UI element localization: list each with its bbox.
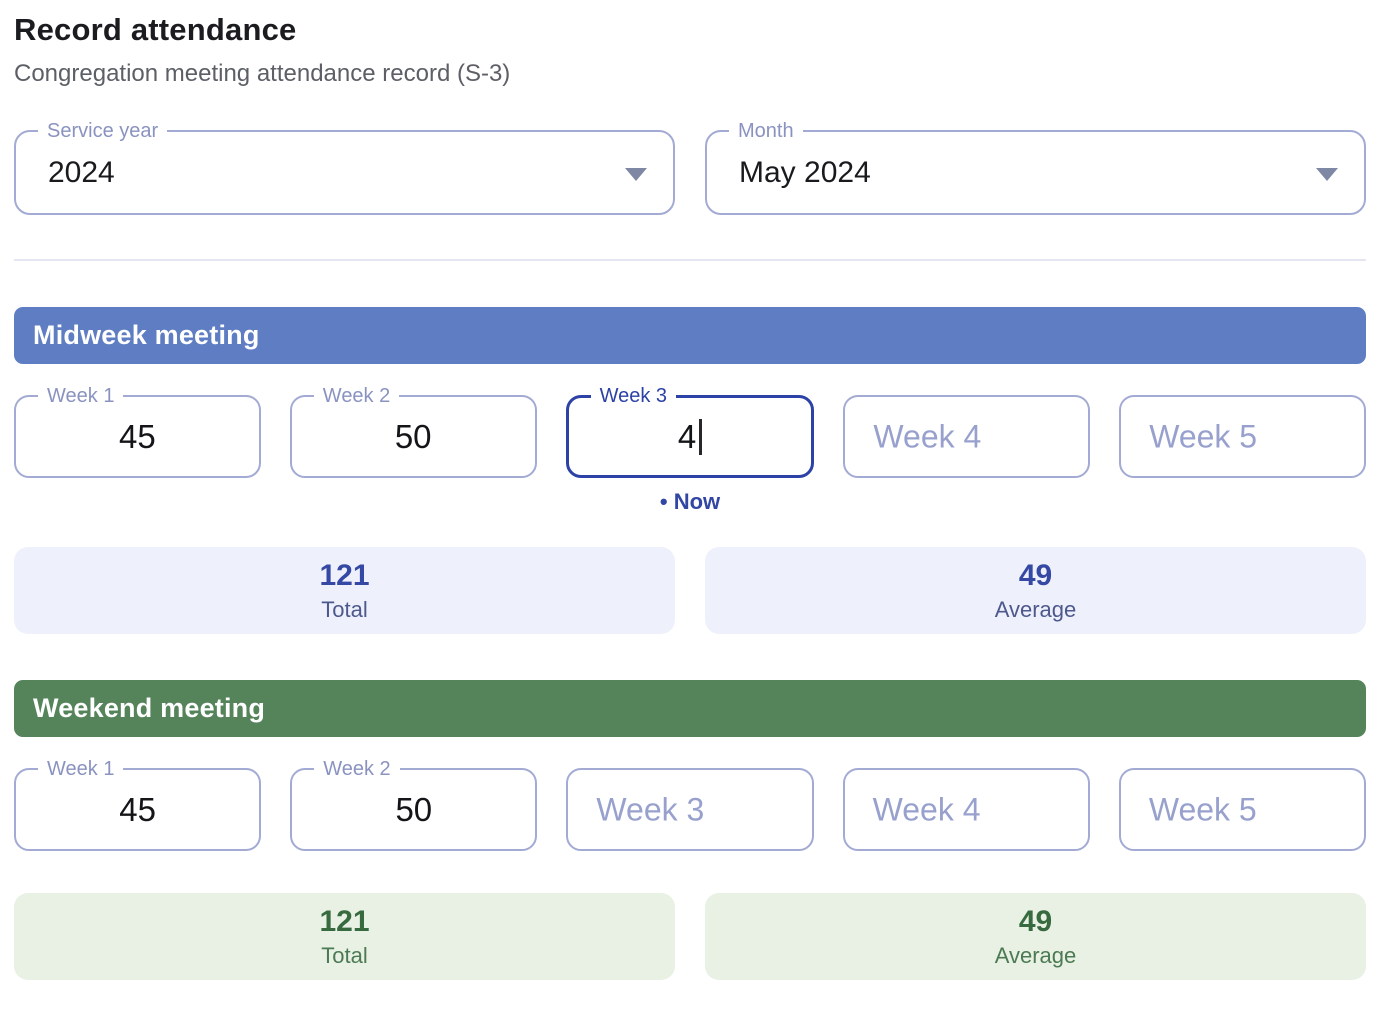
month-select[interactable]: Month May 2024 [705,120,1366,215]
now-hint: • Now [659,489,721,514]
divider [14,259,1366,261]
midweek-section-title: Midweek meeting [33,320,260,350]
midweek-week4-placeholder: Week 4 [873,418,982,454]
midweek-total-box: 121 Total [14,547,675,634]
service-year-value: 2024 [48,155,115,189]
midweek-total-label: Total [321,596,368,622]
weekend-week-row: Week 1 45 Week 2 50 Week 3 Week 4 Week 5 [14,758,1367,851]
weekend-week1-value: 45 [119,790,156,828]
midweek-average-label: Average [994,596,1077,622]
weekend-week2-label: Week 2 [314,758,400,781]
weekend-week2-value: 50 [395,790,433,828]
weekend-week5-placeholder: Week 5 [1148,791,1257,827]
midweek-week3-value: 4 [569,398,812,475]
record-attendance-page: Record attendance Congregation meeting a… [14,12,1367,980]
midweek-week5-input[interactable]: Week 5 [1119,395,1366,478]
midweek-summary-row: 121 Total 49 Average [14,547,1366,634]
weekend-summary-row: 121 Total 49 Average [14,893,1366,980]
weekend-section-title: Weekend meeting [33,693,266,723]
dropdown-arrow-icon [625,167,647,181]
service-year-label: Service year [38,120,168,143]
midweek-week2-input[interactable]: Week 2 50 [289,385,537,478]
midweek-week5-placeholder: Week 5 [1149,418,1258,454]
weekend-week1-label: Week 1 [38,758,124,781]
weekend-total-label: Total [321,942,368,968]
weekend-week2-input[interactable]: Week 2 50 [290,758,538,851]
midweek-average-value: 49 [1018,558,1053,592]
weekend-average-value: 49 [1018,904,1053,938]
weekend-week3-placeholder: Week 3 [596,791,705,827]
midweek-section-header: Midweek meeting [14,307,1366,364]
weekend-total-value: 121 [319,904,370,938]
page-title: Record attendance [14,12,297,47]
dropdown-arrow-icon [1316,167,1338,181]
weekend-week5-input[interactable]: Week 5 [1118,768,1367,851]
midweek-total-value: 121 [319,558,370,592]
midweek-week-row: Week 1 45 Week 2 50 Week 3 4 Week 4 Week… [14,385,1366,478]
weekend-total-box: 121 Total [14,893,675,980]
weekend-week3-input[interactable]: Week 3 [566,768,814,851]
weekend-week1-input[interactable]: Week 1 45 [14,758,262,851]
midweek-week1-input[interactable]: Week 1 45 [14,385,261,478]
weekend-week4-placeholder: Week 4 [872,791,981,827]
weekend-average-box: 49 Average [705,893,1366,980]
text-cursor [699,418,703,455]
month-value: May 2024 [739,155,871,189]
weekend-week4-input[interactable]: Week 4 [842,768,1090,851]
filter-row: Service year 2024 Month May 2024 [14,120,1366,215]
midweek-week3-label: Week 3 [590,385,677,408]
service-year-select[interactable]: Service year 2024 [14,120,675,215]
midweek-week1-value: 45 [119,417,156,455]
midweek-week3-input[interactable]: Week 3 4 [565,385,815,478]
midweek-average-box: 49 Average [705,547,1366,634]
month-label: Month [729,120,803,143]
midweek-week2-value: 50 [394,417,432,455]
page-subtitle: Congregation meeting attendance record (… [14,60,511,87]
weekend-average-label: Average [994,942,1077,968]
weekend-section-header: Weekend meeting [14,680,1366,737]
midweek-week2-label: Week 2 [313,385,400,408]
midweek-hint-row: • Now [14,489,1366,514]
midweek-week1-label: Week 1 [38,385,124,408]
midweek-week4-input[interactable]: Week 4 [843,395,1091,478]
